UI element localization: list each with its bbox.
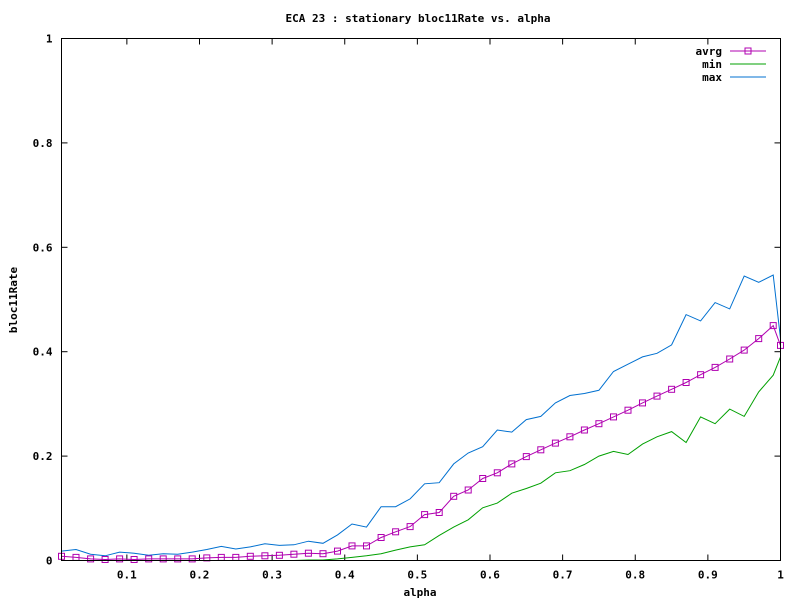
data-point-avrg [145,555,153,563]
data-point-avrg [682,379,690,386]
data-point-avrg [392,528,400,536]
x-tick-label: 0.9 [698,569,718,582]
legend-label-min: min [702,58,722,71]
data-point-avrg [580,426,588,434]
data-point-avrg [566,433,574,441]
data-point-avrg [537,446,545,454]
data-point-avrg [610,413,617,421]
data-point-avrg [551,439,559,447]
data-point-avrg [697,371,705,379]
data-point-avrg [87,555,95,563]
data-point-avrg [406,523,414,531]
data-point-avrg [668,385,676,393]
x-tick-label: 1 [777,569,784,582]
data-point-avrg [450,492,458,500]
data-point-avrg [726,355,734,363]
data-point-avrg [755,335,763,343]
y-tick-label: 1 [46,33,53,46]
data-point-avrg [769,322,777,330]
data-point-avrg [304,549,312,557]
series-avrg [58,322,784,563]
axis-ticks: 0 0.2 0.4 0.6 0.8 1 0.1 0.2 0.3 0.4 0.5 0.6 0.7 0.8 0.… [33,33,785,582]
data-point-avrg [290,550,298,558]
data-point-avrg [508,460,516,468]
data-point-avrg [116,555,124,563]
data-point-avrg [363,542,370,550]
data-point-avrg [130,556,138,563]
data-point-avrg [261,552,269,560]
x-tick-label: 0.5 [407,569,427,582]
legend-label-avrg: avrg [696,45,723,58]
data-point-avrg [435,509,443,516]
data-point-avrg [624,406,632,414]
x-tick-label: 0.1 [117,569,137,582]
x-tick-label: 0.3 [262,569,282,582]
series-line-min [61,356,781,561]
data-point-avrg [595,420,603,428]
data-point-avrg [159,555,167,563]
data-point-avrg [246,552,254,560]
plot-frame [61,38,781,561]
data-point-avrg [101,556,109,563]
x-tick-label: 0.4 [335,569,355,582]
data-point-avrg [464,486,472,494]
x-tick-label: 0.8 [625,569,645,582]
series-lines [58,274,784,563]
data-point-avrg [639,399,646,407]
y-tick-label: 0.6 [33,241,53,254]
data-point-avrg [653,392,661,400]
y-tick-label: 0 [46,555,53,568]
y-axis-label: bloc11Rate [7,267,20,334]
data-point-avrg [522,453,530,461]
chart-title: ECA 23 : stationary bloc11Rate vs. alpha [286,12,551,25]
y-tick-label: 0.2 [33,450,53,463]
data-point-avrg [188,555,196,563]
series-line-max [61,274,781,557]
data-point-avrg [348,542,356,550]
x-tick-label: 0.6 [480,569,500,582]
data-point-avrg [479,475,487,482]
data-point-avrg [740,346,748,354]
x-axis-label: alpha [403,586,436,599]
x-tick-label: 0.2 [190,569,210,582]
data-point-avrg [334,547,341,555]
data-point-avrg [377,534,385,541]
x-tick-label: 0.7 [553,569,573,582]
y-tick-label: 0.8 [33,137,53,150]
legend-label-max: max [702,71,722,84]
data-point-avrg [174,555,182,563]
legend-marker-avrg [744,47,752,55]
data-point-avrg [711,363,719,371]
series-min [61,356,781,561]
y-tick-label: 0.4 [33,346,53,359]
series-line-avrg [61,324,781,561]
data-point-avrg [275,551,283,559]
data-point-avrg [421,511,429,519]
data-point-avrg [493,469,501,477]
data-point-avrg [319,550,327,558]
series-max [61,274,781,557]
